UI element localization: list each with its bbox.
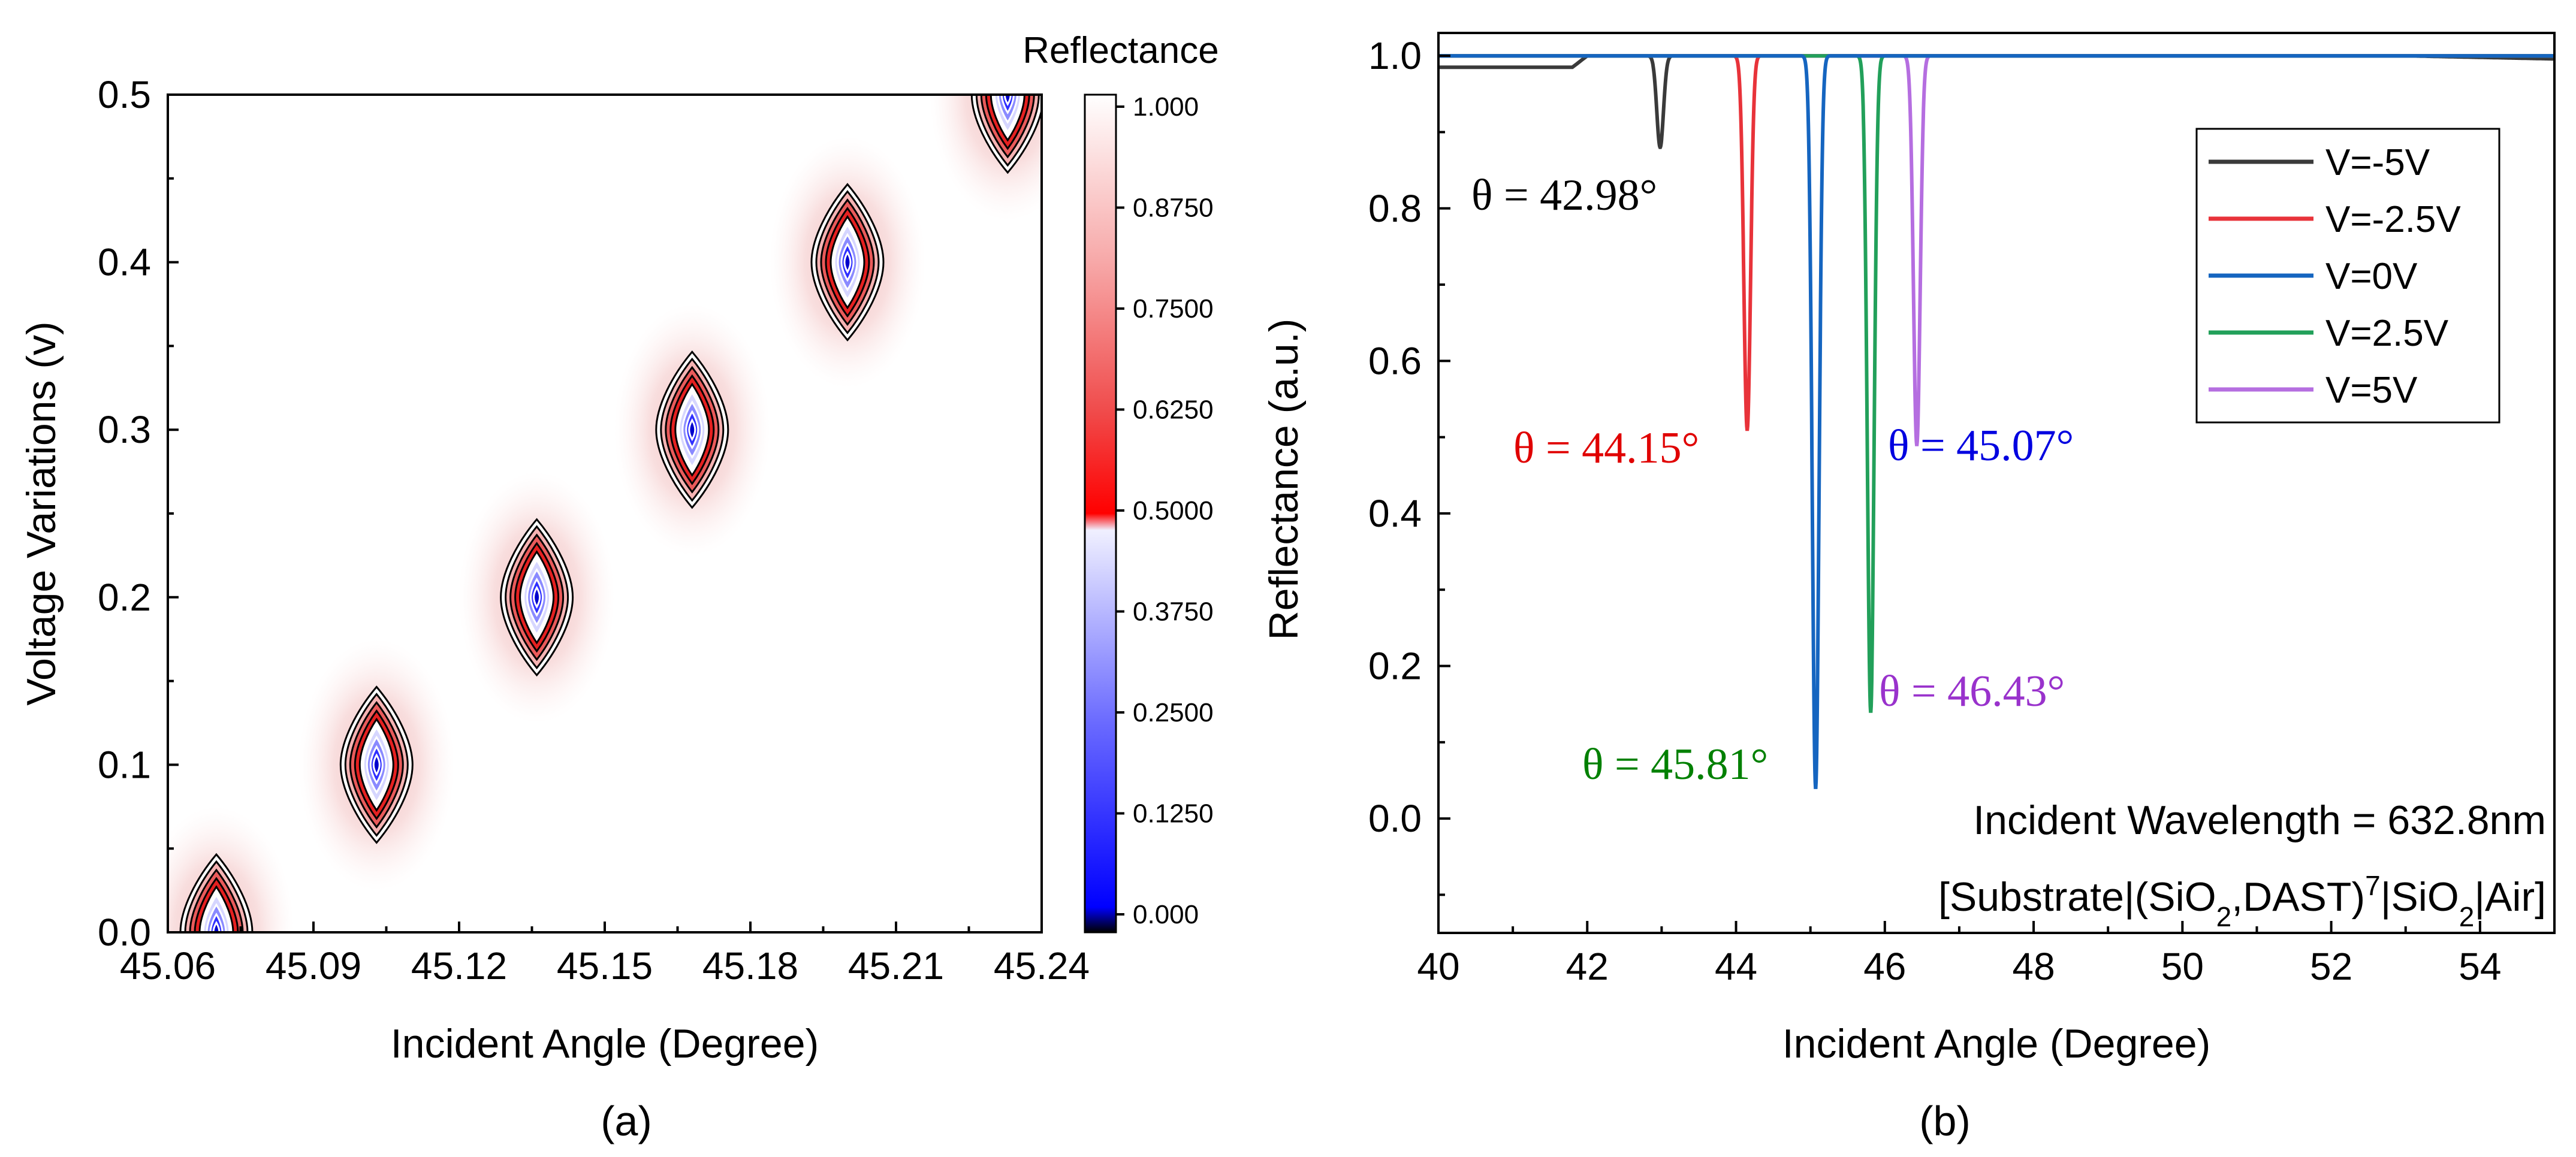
colorbar-tick-label: 0.7500 xyxy=(1133,294,1214,324)
plot-a-x-tick-label: 45.18 xyxy=(702,944,798,987)
legend-entry-label: V=-2.5V xyxy=(2325,199,2461,240)
resonance-contour xyxy=(614,304,770,556)
resonance-contour xyxy=(770,136,925,388)
plot-a-x-tick-label: 45.15 xyxy=(557,944,653,987)
plot-b-x-axis-label: Incident Angle (Degree) xyxy=(1782,1021,2210,1067)
colorbar-tick-label: 0.6250 xyxy=(1133,395,1214,425)
resonance-contour xyxy=(930,95,1042,220)
wavelength-note: Incident Wavelength = 632.8nm xyxy=(1973,797,2546,843)
plot-a-y-axis-label: Voltage Variations (v) xyxy=(19,321,64,705)
panel-b-line-plot: 40 42 44 46 48 50 52 54 0.0 0.2 0.4 0.6 0.8 1.0 Inci… xyxy=(1261,32,2556,1144)
plot-a-y-tick-label: 0.2 xyxy=(98,576,151,619)
colorbar-tick-label: 0.3750 xyxy=(1133,597,1214,627)
plot-b-x-tick-label: 50 xyxy=(2161,945,2204,988)
colorbar-tick-label: 0.000 xyxy=(1133,900,1199,929)
plot-a-x-tick-label: 45.24 xyxy=(994,944,1090,987)
colorbar-tick-label: 0.2500 xyxy=(1133,698,1214,727)
colorbar-title: Reflectance xyxy=(1022,30,1218,71)
plot-b-x-tick-label: 48 xyxy=(2012,945,2055,988)
plot-b-frame xyxy=(1437,32,2556,934)
structure-note: [Substrate|(SiO2,DAST)7|SiO2|Air] xyxy=(1938,870,2546,932)
plot-a-x-tick-label: 45.21 xyxy=(848,944,944,987)
plot-b-y-axis-label: Reflectance (a.u.) xyxy=(1261,319,1307,641)
contour-ring xyxy=(688,418,696,442)
series-line-V=0V xyxy=(1438,54,2554,789)
dip-label: θ = 42.98° xyxy=(1471,171,1657,220)
legend-entry-label: V=0V xyxy=(2325,256,2418,297)
contour-layer xyxy=(168,95,1042,932)
colorbar-tick-label: 1.000 xyxy=(1133,92,1199,122)
resonance-contour xyxy=(298,639,455,891)
contour-ring xyxy=(212,920,221,932)
resonance-contour xyxy=(459,471,615,723)
plot-b-y-tick-label: 1.0 xyxy=(1368,34,1422,77)
legend-entry-label: V=-5V xyxy=(2325,142,2430,183)
plot-a-y-tick-label: 0.0 xyxy=(98,911,151,954)
dip-label: θ = 46.43° xyxy=(1879,667,2065,716)
plot-b-y-tick-label: 0.0 xyxy=(1368,797,1422,840)
plot-a-y-tick-label: 0.5 xyxy=(98,73,151,116)
plot-b-y-tick-label: 0.8 xyxy=(1368,187,1422,230)
colorbar-ticks: 0.000 0.1250 0.2500 0.3750 0.5000 0.6250 0.750… xyxy=(1116,92,1214,929)
plot-a-y-ticks: 0.0 0.1 0.2 0.3 0.4 0.5 xyxy=(98,73,179,954)
plot-a-y-tick-label: 0.3 xyxy=(98,408,151,451)
panel-a-label: (a) xyxy=(601,1098,652,1144)
plot-b-x-tick-label: 46 xyxy=(1863,945,1906,988)
plot-a-x-axis-label: Incident Angle (Degree) xyxy=(391,1021,819,1067)
colorbar-tick-label: 0.1250 xyxy=(1133,799,1214,829)
plot-b-x-tick-label: 52 xyxy=(2310,945,2352,988)
colorbar-gradient xyxy=(1084,93,1117,934)
line-series-layer xyxy=(1438,54,2554,789)
contour-ring xyxy=(843,250,852,274)
plot-b-x-tick-label: 42 xyxy=(1566,945,1609,988)
legend-entry-label: V=2.5V xyxy=(2325,313,2449,354)
plot-a-x-tick-label: 45.12 xyxy=(411,944,507,987)
plot-a-x-tick-label: 45.06 xyxy=(120,944,216,987)
dip-label: θ = 45.07° xyxy=(1888,421,2074,470)
dip-annotations: θ = 42.98° θ = 44.15° θ = 45.07° θ = 45.81°… xyxy=(1471,171,2074,789)
plot-b-x-ticks: 40 42 44 46 48 50 52 54 xyxy=(1417,921,2556,988)
plot-b-y-tick-label: 0.4 xyxy=(1368,492,1422,535)
panel-a-contour-plot: 45.06 45.09 45.12 45.15 45.18 45.21 45.24 0.00… xyxy=(19,30,1219,1144)
plot-a-y-tick-label: 0.1 xyxy=(98,743,151,786)
contour-ring xyxy=(533,585,541,609)
plot-a-x-tick-label: 45.09 xyxy=(266,944,361,987)
plot-b-y-tick-label: 0.6 xyxy=(1368,339,1422,382)
plot-b-y-tick-label: 0.2 xyxy=(1368,644,1422,687)
plot-b-x-tick-label: 54 xyxy=(2459,945,2501,988)
legend-entry-label: V=5V xyxy=(2325,370,2418,411)
panel-b-label: (b) xyxy=(1919,1098,1971,1144)
plot-b-x-tick-label: 40 xyxy=(1417,945,1459,988)
plot-b-x-tick-label: 44 xyxy=(1715,945,1757,988)
contour-ring xyxy=(372,753,381,777)
colorbar: Reflectance 0.000 0.1250 0.2500 0.3750 0.500… xyxy=(1022,30,1219,934)
dip-label: θ = 45.81° xyxy=(1582,740,1768,789)
plot-a-x-ticks: 45.06 45.09 45.12 45.15 45.18 45.21 45.24 xyxy=(120,922,1090,987)
contour-ring xyxy=(1003,95,1012,107)
legend: V=-5V V=-2.5V V=0V V=2.5V V=5V xyxy=(2195,128,2500,424)
colorbar-tick-label: 0.5000 xyxy=(1133,496,1214,525)
legend-items: V=-5V V=-2.5V V=0V V=2.5V V=5V xyxy=(2209,142,2461,411)
resonance-contour xyxy=(168,806,294,932)
dip-label: θ = 44.15° xyxy=(1513,424,1699,473)
plot-a-y-tick-label: 0.4 xyxy=(98,241,151,284)
plot-b-y-ticks: 0.0 0.2 0.4 0.6 0.8 1.0 xyxy=(1368,34,1450,896)
colorbar-tick-label: 0.8750 xyxy=(1133,194,1214,223)
